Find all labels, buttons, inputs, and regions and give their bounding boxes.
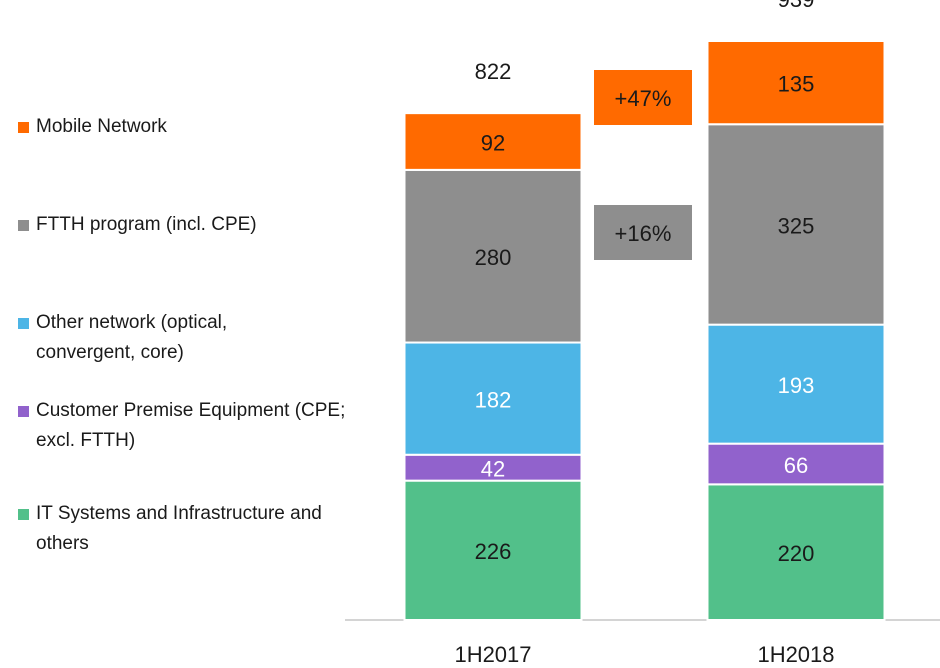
legend-swatch — [18, 122, 29, 133]
data-label: 42 — [481, 457, 505, 482]
legend-label: Other network (optical, convergent, core… — [36, 312, 228, 363]
data-label: 182 — [475, 387, 512, 412]
bar-segment — [403, 112, 583, 171]
data-label: 66 — [784, 453, 808, 478]
legend-item: Customer Premise Equipment (CPE; excl. F… — [18, 396, 356, 456]
bar-segment — [403, 453, 583, 482]
bar-segment — [403, 168, 583, 344]
bar-segment — [706, 323, 886, 445]
legend-label: IT Systems and Infrastructure and others — [36, 503, 322, 554]
annotation: +47% — [615, 86, 672, 111]
legend-item: Other network (optical, convergent, core… — [18, 308, 316, 368]
total-label: 822 — [475, 59, 512, 84]
legend-label: Mobile Network — [36, 116, 167, 137]
bar-segment — [403, 479, 583, 621]
x-tick-label: 1H2018 — [757, 642, 834, 667]
data-label: 135 — [778, 71, 815, 96]
total-label: 939 — [778, 0, 815, 12]
bar-segment — [706, 123, 886, 326]
bar-segment — [706, 40, 886, 126]
legend-item: Mobile Network — [18, 112, 356, 142]
legend-item: IT Systems and Infrastructure and others — [18, 499, 356, 559]
legend-swatch — [18, 220, 29, 231]
legend-swatch — [18, 509, 29, 520]
annotation: +16% — [615, 221, 672, 246]
legend-label: FTTH program (incl. CPE) — [36, 214, 257, 235]
legend-item: FTTH program (incl. CPE) — [18, 210, 356, 240]
bar-segment — [706, 442, 886, 486]
data-label: 193 — [778, 373, 815, 398]
legend-label: Customer Premise Equipment (CPE; excl. F… — [36, 400, 346, 451]
data-label: 92 — [481, 130, 505, 155]
data-label: 226 — [475, 539, 512, 564]
annotation-box — [594, 205, 692, 260]
data-label: 280 — [475, 245, 512, 270]
legend-swatch — [18, 406, 29, 417]
data-label: 220 — [778, 541, 815, 566]
x-tick-label: 1H2017 — [454, 642, 531, 667]
annotation-box — [594, 70, 692, 125]
data-label: 325 — [778, 213, 815, 238]
legend-swatch — [18, 318, 29, 329]
bar-segment — [706, 483, 886, 622]
bar-segment — [403, 341, 583, 456]
